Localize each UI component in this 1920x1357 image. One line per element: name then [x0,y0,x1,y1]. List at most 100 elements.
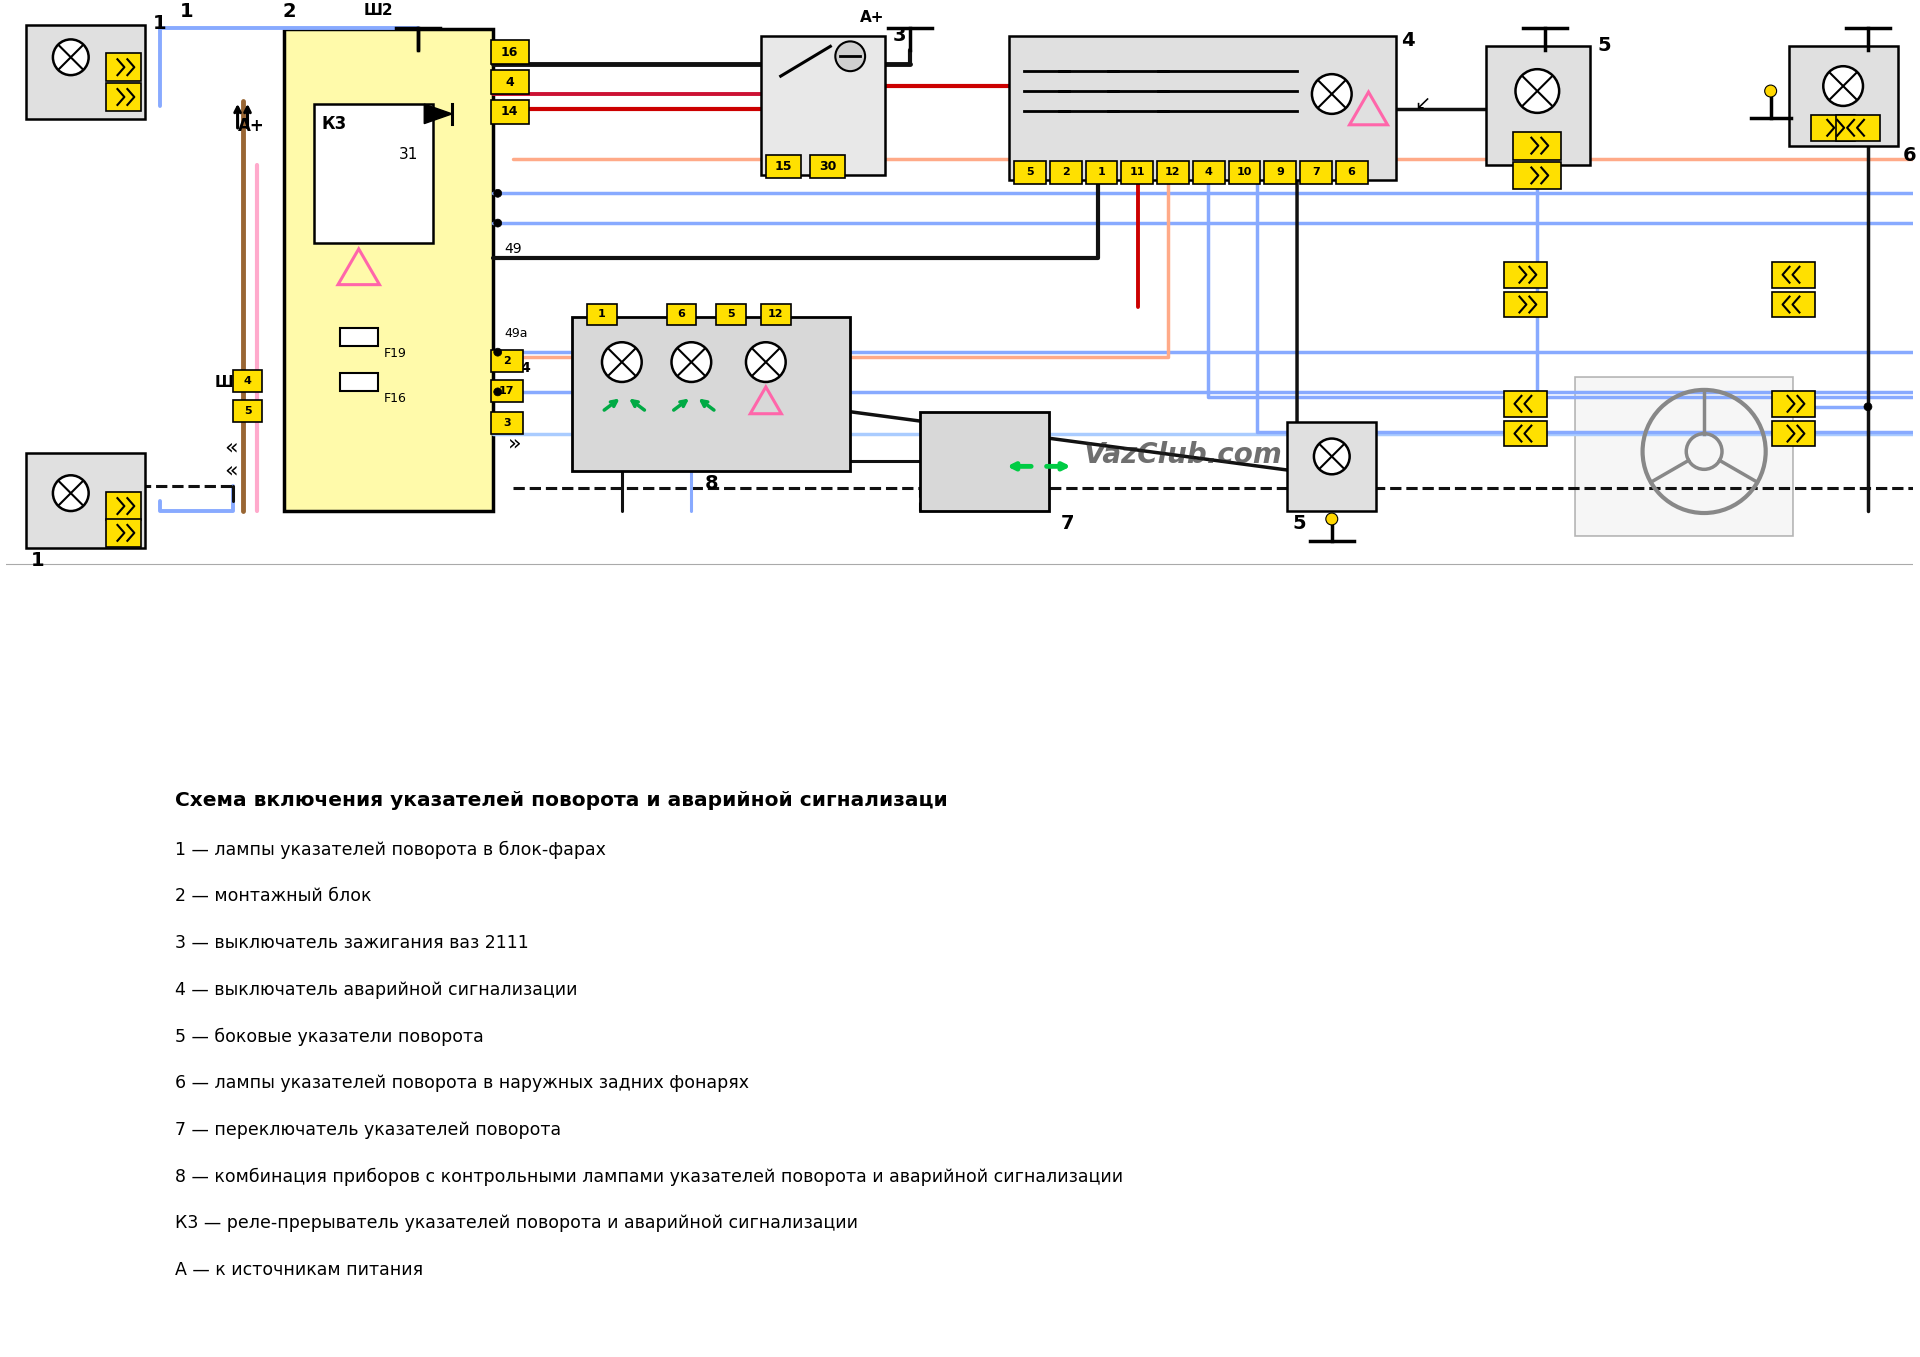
Bar [492,380,522,402]
Bar [106,83,142,111]
Text: 2: 2 [282,1,296,20]
Bar [1772,292,1814,318]
Circle shape [493,190,501,197]
Bar [1010,37,1396,180]
Text: 2: 2 [1062,167,1069,178]
Bar [492,350,522,372]
Text: 6 — лампы указателей поворота в наружных задних фонарях: 6 — лампы указателей поворота в наружных… [175,1073,749,1092]
Bar [1336,160,1367,185]
Bar [1486,46,1590,166]
Bar [1811,115,1855,141]
Circle shape [835,41,866,71]
Bar [1836,115,1880,141]
Bar [284,30,493,512]
Text: 49a: 49a [505,327,528,341]
Bar [572,318,851,471]
Circle shape [493,388,501,396]
Text: 1: 1 [599,309,607,319]
Bar [27,24,146,119]
Bar [1300,160,1332,185]
Text: 1: 1 [1098,167,1106,178]
Bar [920,411,1048,512]
Circle shape [1824,66,1862,106]
Text: 11: 11 [1129,167,1144,178]
Bar [1513,161,1561,190]
Bar [340,328,378,346]
Text: ↙: ↙ [1415,94,1430,113]
Text: 1: 1 [180,1,194,20]
Bar [1229,160,1260,185]
Bar [810,155,845,178]
Polygon shape [424,104,451,123]
Text: 1: 1 [31,551,44,570]
Text: 16: 16 [501,46,518,58]
Bar [1503,421,1548,446]
Bar [716,304,747,326]
Text: Ш2: Ш2 [363,3,394,18]
Text: 5: 5 [728,309,735,319]
Text: 5: 5 [244,406,252,415]
Bar [340,373,378,391]
Text: Ш3: Ш3 [215,375,244,389]
Text: 5: 5 [1292,514,1306,533]
Bar [1503,262,1548,288]
Bar [27,453,146,548]
Circle shape [54,475,88,512]
Bar [1574,377,1793,536]
Text: 7: 7 [1311,167,1319,178]
Circle shape [1327,513,1338,525]
Text: 15: 15 [774,160,791,172]
Text: »: » [507,433,522,453]
Bar [588,304,616,326]
Text: Ш4: Ш4 [505,361,532,375]
Text: 14: 14 [501,106,518,118]
Bar [492,71,528,94]
Text: К3: К3 [323,115,348,133]
Circle shape [1515,69,1559,113]
Bar [106,493,142,520]
Text: F19: F19 [384,347,407,360]
Circle shape [54,39,88,75]
Text: Схема включения указателей поворота и аварийной сигнализаци: Схема включения указателей поворота и ав… [175,791,948,810]
Circle shape [493,218,501,227]
Text: 4 — выключатель аварийной сигнализации: 4 — выключатель аварийной сигнализации [175,981,578,999]
Text: 12: 12 [768,309,783,319]
Bar [1263,160,1296,185]
Circle shape [603,342,641,381]
Text: 31: 31 [399,147,419,161]
Text: 6: 6 [1903,145,1916,164]
Text: 4: 4 [244,376,252,385]
Text: 6: 6 [1348,167,1356,178]
Text: 3 — выключатель зажигания ваз 2111: 3 — выключатель зажигания ваз 2111 [175,934,528,953]
Bar [1503,391,1548,417]
Bar [760,37,885,175]
Bar [1050,160,1081,185]
Text: 1: 1 [154,15,167,34]
Text: 12: 12 [1165,167,1181,178]
Bar [1085,160,1117,185]
Text: А+: А+ [860,9,885,24]
Text: 2 — монтажный блок: 2 — монтажный блок [175,887,372,905]
Text: 2: 2 [503,356,511,366]
Bar [492,100,528,123]
Text: «: « [225,437,238,457]
Bar [106,518,142,547]
Bar [1513,132,1561,160]
Text: 8 — комбинация приборов с контрольными лампами указателей поворота и аварийной с: 8 — комбинация приборов с контрольными л… [175,1167,1123,1186]
Circle shape [1311,75,1352,114]
Text: А — к источникам питания: А — к источникам питания [175,1261,422,1278]
Text: 5: 5 [1025,167,1033,178]
Circle shape [747,342,785,381]
Text: К3 — реле-прерыватель указателей поворота и аварийной сигнализации: К3 — реле-прерыватель указателей поворот… [175,1215,858,1232]
Bar [1158,160,1188,185]
Circle shape [1764,85,1776,96]
Bar [492,41,528,64]
Circle shape [1864,403,1872,411]
Text: 49: 49 [505,242,522,256]
Text: 1 — лампы указателей поворота в блок-фарах: 1 — лампы указателей поворота в блок-фар… [175,841,607,859]
Text: 5 — боковые указатели поворота: 5 — боковые указатели поворота [175,1027,484,1046]
Circle shape [672,342,710,381]
Circle shape [1313,438,1350,475]
Text: F16: F16 [384,392,407,404]
Bar [232,400,263,422]
